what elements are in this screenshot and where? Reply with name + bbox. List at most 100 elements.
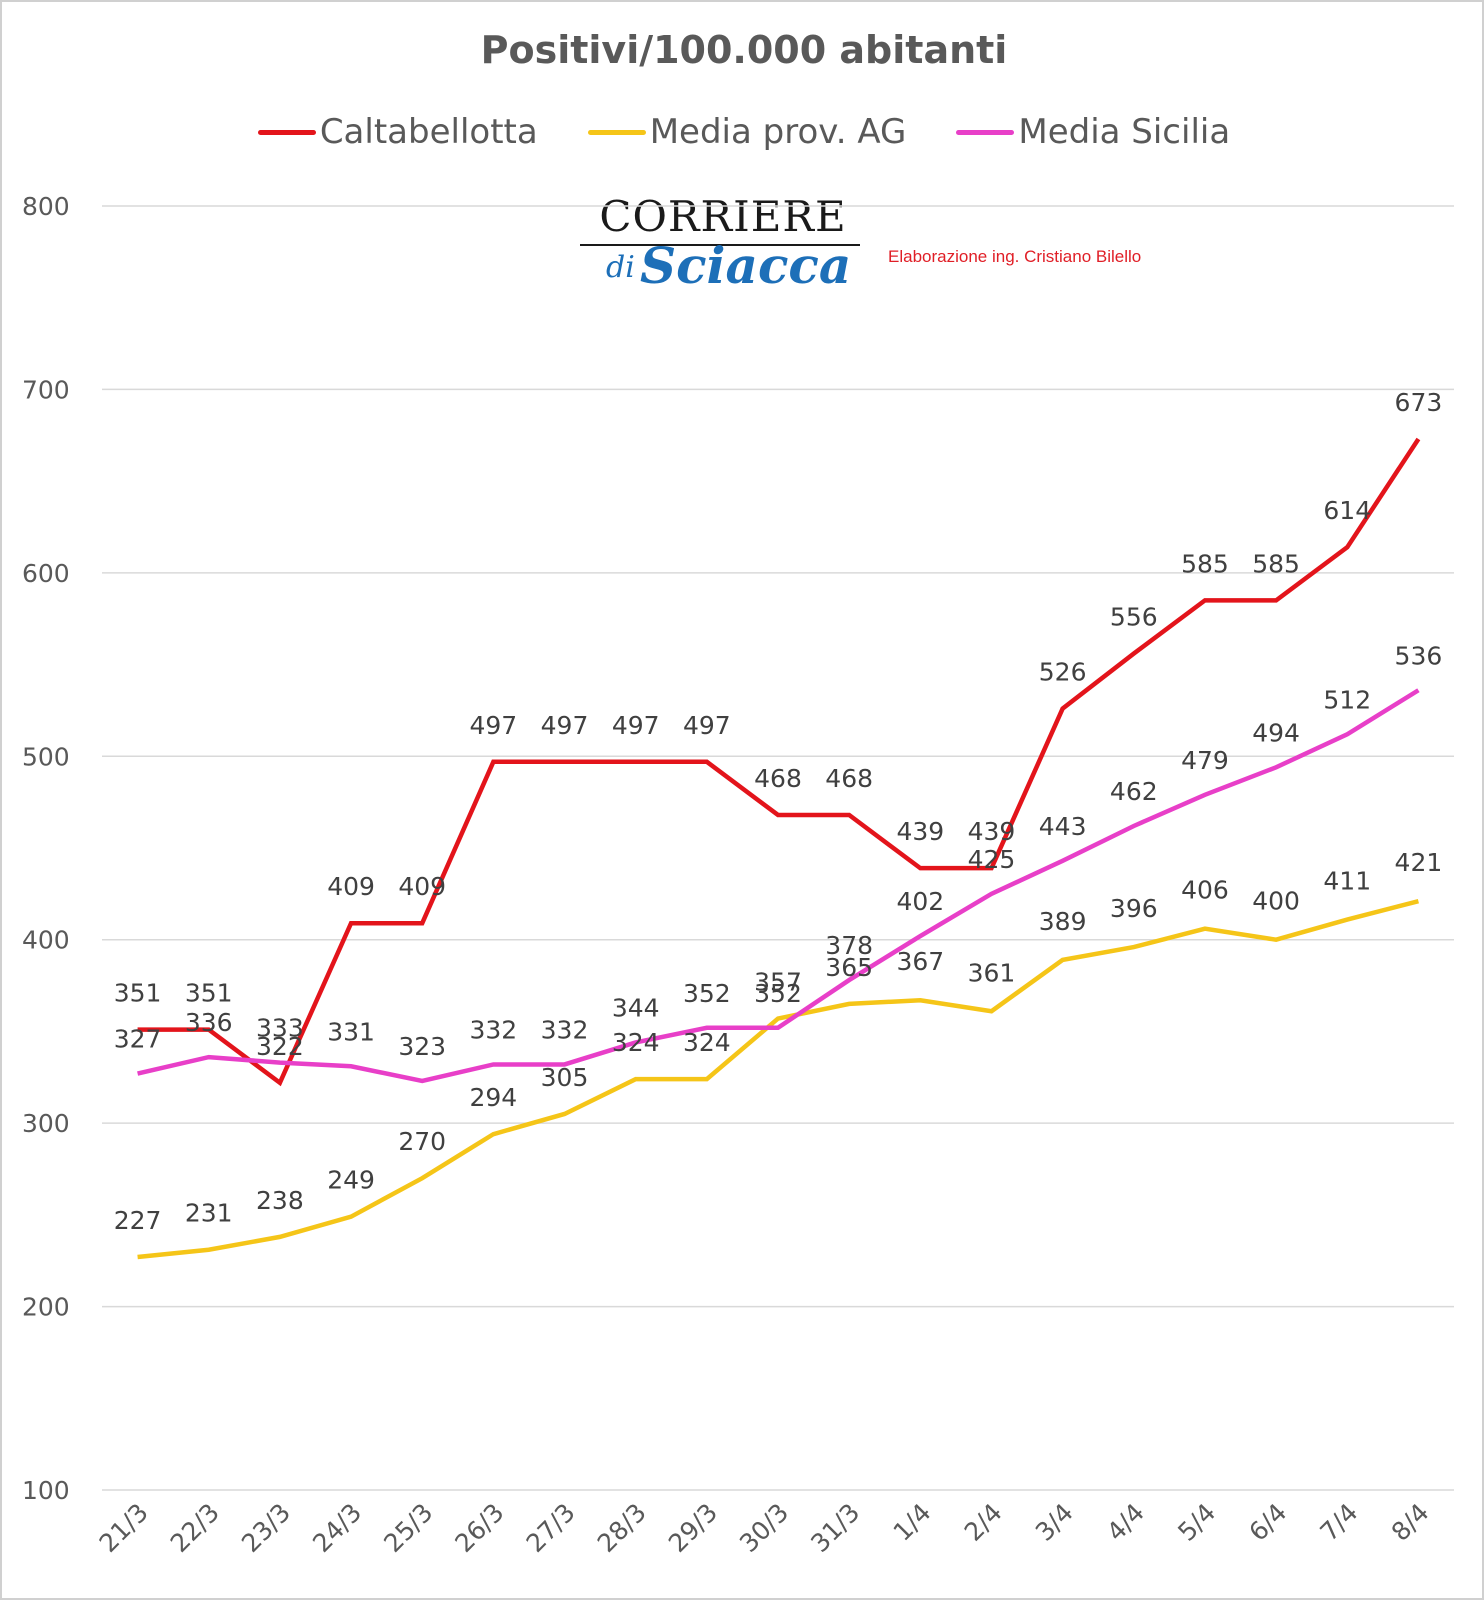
data-label-2-13: 443 (1039, 812, 1087, 841)
data-label-0-13: 526 (1039, 658, 1087, 687)
x-tick-label-13: 3/4 (1030, 1498, 1079, 1547)
data-label-0-4: 409 (398, 872, 446, 901)
data-label-1-12: 361 (968, 958, 1016, 987)
x-tick-label-15: 5/4 (1172, 1498, 1221, 1547)
data-label-1-16: 400 (1252, 887, 1300, 916)
data-label-2-2: 333 (256, 1014, 304, 1043)
series-line-2 (137, 688, 1420, 1084)
data-label-2-18: 536 (1395, 641, 1443, 670)
data-label-2-3: 331 (327, 1017, 375, 1046)
legend-label-0: Caltabellotta (319, 112, 538, 152)
corriere-di-sciacca-logo: CORRIERE di Sciacca (578, 192, 868, 295)
x-tick-label-5: 26/3 (449, 1498, 509, 1558)
x-tick-label-10: 31/3 (805, 1498, 865, 1558)
data-label-0-3: 409 (327, 872, 375, 901)
x-tick-label-18: 8/4 (1386, 1498, 1435, 1547)
y-tick-label-400: 400 (22, 926, 70, 955)
data-label-0-18: 673 (1395, 388, 1443, 417)
data-label-2-16: 494 (1252, 718, 1300, 747)
chart-title: Positivi/100.000 abitanti (480, 28, 1008, 72)
x-tick-label-9: 30/3 (734, 1498, 794, 1558)
legend-label-1: Media prov. AG (649, 112, 907, 152)
y-tick-label-800: 800 (22, 192, 70, 221)
x-tick-label-1: 22/3 (165, 1498, 225, 1558)
logo-rule (580, 244, 860, 246)
data-label-1-8: 324 (683, 1028, 731, 1057)
data-label-1-6: 305 (541, 1063, 589, 1092)
data-label-2-1: 336 (185, 1008, 233, 1037)
data-label-1-18: 421 (1395, 848, 1443, 877)
y-tick-label-600: 600 (22, 559, 70, 588)
legend-swatch-1 (587, 129, 646, 135)
data-label-1-0: 227 (114, 1206, 162, 1235)
legend-label-2: Media Sicilia (1018, 112, 1231, 152)
logo-top-text: CORRIERE (599, 192, 847, 241)
y-tick-label-100: 100 (22, 1476, 70, 1505)
data-label-0-8: 497 (683, 711, 731, 740)
x-tick-label-0: 21/3 (94, 1498, 154, 1558)
data-label-1-17: 411 (1323, 867, 1371, 896)
data-label-0-7: 497 (612, 711, 660, 740)
data-label-1-14: 396 (1110, 894, 1158, 923)
y-tick-label-300: 300 (22, 1109, 70, 1138)
y-tick-label-700: 700 (22, 375, 70, 404)
x-tick-label-11: 1/4 (888, 1498, 937, 1547)
data-label-2-10: 378 (825, 931, 873, 960)
data-label-1-11: 367 (896, 947, 944, 976)
x-tick-label-2: 23/3 (236, 1498, 296, 1558)
x-tick-label-4: 25/3 (378, 1498, 438, 1558)
data-label-2-17: 512 (1323, 685, 1371, 714)
logo-bottom-text: Sciacca (640, 236, 852, 295)
legend-item-2: Media Sicilia (956, 112, 1230, 152)
x-tick-label-17: 7/4 (1315, 1498, 1364, 1547)
data-label-1-10: 365 (825, 953, 873, 982)
series-line-0 (137, 437, 1421, 1087)
logo-di-text: di (606, 250, 635, 285)
x-tick-label-6: 27/3 (521, 1498, 581, 1558)
data-label-2-7: 344 (612, 993, 660, 1022)
data-label-1-3: 249 (327, 1166, 375, 1195)
data-label-2-0: 327 (114, 1025, 162, 1054)
data-label-0-15: 585 (1181, 549, 1229, 578)
legend-item-1: Media prov. AG (587, 112, 907, 152)
data-label-1-4: 270 (398, 1127, 446, 1156)
data-label-2-15: 479 (1181, 746, 1229, 775)
data-label-0-11: 439 (896, 817, 944, 846)
legend-item-0: Caltabellotta (257, 112, 538, 152)
data-label-2-12: 425 (968, 845, 1016, 874)
data-label-2-9: 352 (754, 979, 802, 1008)
data-label-0-5: 497 (470, 711, 518, 740)
data-label-0-6: 497 (541, 711, 589, 740)
data-label-2-8: 352 (683, 979, 731, 1008)
data-label-1-13: 389 (1039, 907, 1087, 936)
data-label-2-11: 402 (896, 887, 944, 916)
legend-swatch-2 (956, 129, 1015, 135)
data-label-2-14: 462 (1110, 777, 1158, 806)
data-label-1-1: 231 (185, 1199, 233, 1228)
x-tick-label-14: 4/4 (1101, 1498, 1150, 1547)
data-label-0-2: 322 (256, 1032, 304, 1061)
x-tick-label-12: 2/4 (959, 1498, 1008, 1547)
data-label-0-14: 556 (1110, 603, 1158, 632)
data-label-0-0: 351 (114, 979, 162, 1008)
x-tick-label-3: 24/3 (307, 1498, 367, 1558)
data-label-2-4: 323 (398, 1032, 446, 1061)
x-tick-label-16: 6/4 (1243, 1498, 1292, 1547)
x-tick-label-8: 29/3 (663, 1498, 723, 1558)
x-tick-label-7: 28/3 (592, 1498, 652, 1558)
y-tick-label-200: 200 (22, 1293, 70, 1322)
data-label-2-5: 332 (470, 1015, 518, 1044)
data-label-0-17: 614 (1323, 496, 1371, 525)
data-label-0-10: 468 (825, 764, 873, 793)
data-label-0-9: 468 (754, 764, 802, 793)
y-tick-label-500: 500 (22, 742, 70, 771)
data-label-1-5: 294 (470, 1083, 518, 1112)
credit-text: Elaborazione ing. Cristiano Bilello (888, 247, 1142, 266)
data-label-1-9: 357 (754, 968, 802, 997)
data-label-0-12: 439 (968, 817, 1016, 846)
data-label-1-2: 238 (256, 1186, 304, 1215)
data-label-0-1: 351 (185, 979, 233, 1008)
data-label-2-6: 332 (541, 1015, 589, 1044)
